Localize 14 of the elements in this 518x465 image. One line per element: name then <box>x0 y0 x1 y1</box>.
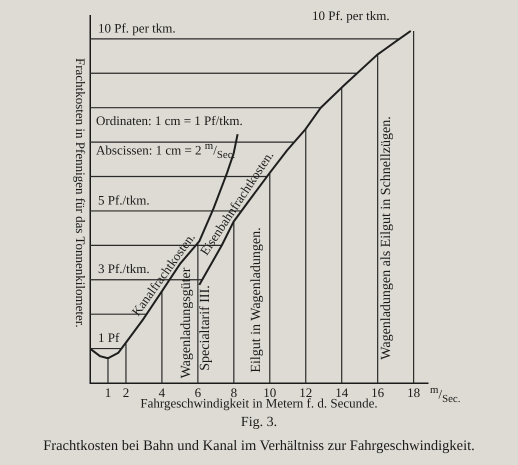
annotation: 10 Pf. per tkm. <box>312 8 390 23</box>
y-tick-label: 10 Pf. per tkm. <box>98 20 176 36</box>
annotation: Wagenladungen als Eilgut in Schnellzügen. <box>378 116 394 360</box>
text: Fig. 3. <box>240 415 278 431</box>
y-tick-label: 1 Pf <box>98 330 120 346</box>
text: Frachtkosten bei Bahn und Kanal im Verhältniss zur Fahrgeschwindigkeit. <box>42 438 476 455</box>
text: $^{m}$/$_{Sec.}$ <box>430 383 460 406</box>
y-axis-title: Frachtkosten in Pfennigen für das Tonnenkilometer. <box>72 56 88 330</box>
annotation: Ordinaten: 1 cm = 1 Pf/tkm. <box>96 113 243 128</box>
x-tick-label: 1 <box>104 385 112 400</box>
annotation: Specialtarif III. <box>198 285 213 371</box>
x-tick-label: 18 <box>407 385 420 400</box>
y-tick-label: 5 Pf./tkm. <box>98 192 150 208</box>
x-tick-label: 2 <box>122 385 130 400</box>
